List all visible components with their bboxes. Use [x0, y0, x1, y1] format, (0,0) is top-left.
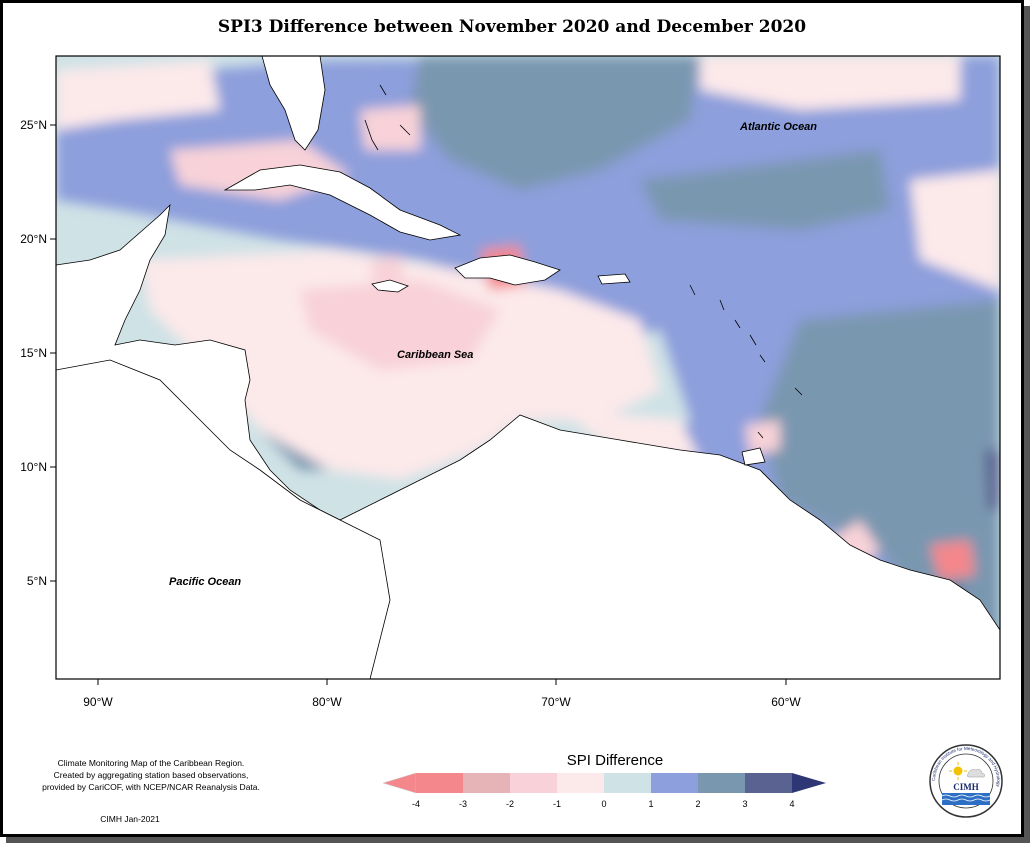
colorbar-tick-1: -3	[459, 799, 467, 809]
colorbar-tick-8: 4	[789, 799, 794, 809]
colorbar-bin-3	[510, 773, 557, 793]
label-atlantic-ocean: Atlantic Ocean	[739, 121, 817, 133]
land-antilles-5	[759, 354, 766, 363]
field-negative-1-gulf	[56, 60, 220, 130]
map-caption: Climate Monitoring Map of the Caribbean …	[16, 757, 286, 793]
lon-label-90: 90°W	[83, 695, 113, 709]
land-cuba	[223, 164, 462, 241]
land-puerto-rico	[597, 273, 631, 285]
lat-label-15: 15°N	[20, 346, 47, 360]
lat-label-10: 10°N	[20, 460, 47, 474]
field-negative-2-caribbean	[300, 280, 500, 370]
colorbar-bin-1	[416, 773, 463, 793]
map-credit: CIMH Jan-2021	[100, 814, 160, 824]
frame-shadow-right	[1024, 6, 1030, 843]
land-barbados	[794, 387, 803, 396]
sun-rays-icon	[949, 762, 967, 780]
lat-label-25: 25°N	[20, 118, 47, 132]
frame-shadow-bottom	[6, 837, 1030, 843]
colorbar-tick-6: 2	[695, 799, 700, 809]
cloud-icon	[966, 769, 985, 778]
legend-title: SPI Difference	[566, 752, 664, 769]
land-bahamas-2	[379, 84, 387, 96]
land-bahamas-1	[364, 119, 379, 151]
field-negative-jamaica	[370, 255, 405, 290]
logo-water-band	[942, 793, 990, 805]
colorbar-tick-5: 1	[648, 799, 653, 809]
wave-icon	[941, 794, 991, 802]
land-florida	[261, 56, 326, 151]
cimh-logo: CIMH Caribbean Institute for Meteorology…	[929, 744, 1003, 818]
land-islands	[364, 84, 803, 439]
lat-axis: 25°N 20°N 15°N 10°N 5°N	[20, 118, 56, 588]
lon-label-80: 80°W	[312, 695, 342, 709]
field-negative-1-atlantic	[700, 56, 960, 110]
field-negative-bahamas	[360, 105, 420, 150]
field-positive-3-edge	[985, 450, 1000, 510]
land-jamaica	[371, 279, 409, 293]
colorbar-tick-2: -2	[506, 799, 514, 809]
colorbar-tick-4: 0	[601, 799, 606, 809]
lon-label-60: 60°W	[771, 695, 801, 709]
colorbar-tick-0: -4	[412, 799, 420, 809]
logo-text: CIMH	[953, 782, 979, 792]
colorbar-arrow-low	[382, 772, 417, 794]
colorbar-bin-5	[604, 773, 651, 793]
field-negative-1-east-atlantic	[910, 170, 1000, 290]
lat-label-20: 20°N	[20, 232, 47, 246]
colorbar-tick-7: 3	[742, 799, 747, 809]
caption-line-2: Created by aggregating station based obs…	[53, 770, 249, 780]
colorbar-bin-8	[745, 773, 792, 793]
field-negative-3-guyane	[930, 540, 975, 580]
spi-field	[56, 56, 1000, 679]
colorbar-bin-4	[557, 773, 604, 793]
land-pacific-nodata	[56, 359, 391, 679]
land-trinidad	[741, 447, 766, 466]
lon-axis: 90°W 80°W 70°W 60°W	[83, 679, 801, 709]
map-title: SPI3 Difference between November 2020 an…	[217, 17, 807, 37]
colorbar-arrow-high	[792, 773, 826, 793]
colorbar-bin-7	[698, 773, 745, 793]
land-grenada	[757, 431, 764, 439]
land-bahamas-3	[399, 124, 411, 136]
land-antilles-1	[689, 284, 696, 296]
colorbar: -4 -3 -2 -1 0 1 2 3 4	[382, 772, 826, 809]
sun-icon	[953, 766, 963, 776]
land-antilles-2	[719, 299, 725, 311]
land-hispaniola	[454, 254, 561, 286]
land-masses	[56, 56, 1000, 679]
land-antilles-3	[734, 319, 741, 329]
field-positive-2-north	[410, 56, 700, 190]
colorbar-bin-6	[651, 773, 698, 793]
colorbar-tick-3: -1	[553, 799, 561, 809]
map-border	[55, 55, 1001, 680]
caption-line-1: Climate Monitoring Map of the Caribbean …	[57, 758, 245, 768]
lon-label-70: 70°W	[541, 695, 571, 709]
caption-line-3: provided by CariCOF, with NCEP/NCAR Rean…	[42, 782, 260, 792]
lat-label-5: 5°N	[27, 574, 47, 588]
field-positive-2-atlantic	[640, 150, 890, 230]
colorbar-bin-2	[463, 773, 510, 793]
label-pacific-ocean: Pacific Ocean	[169, 576, 241, 588]
land-antilles-4	[749, 334, 757, 346]
label-caribbean-sea: Caribbean Sea	[397, 349, 473, 361]
